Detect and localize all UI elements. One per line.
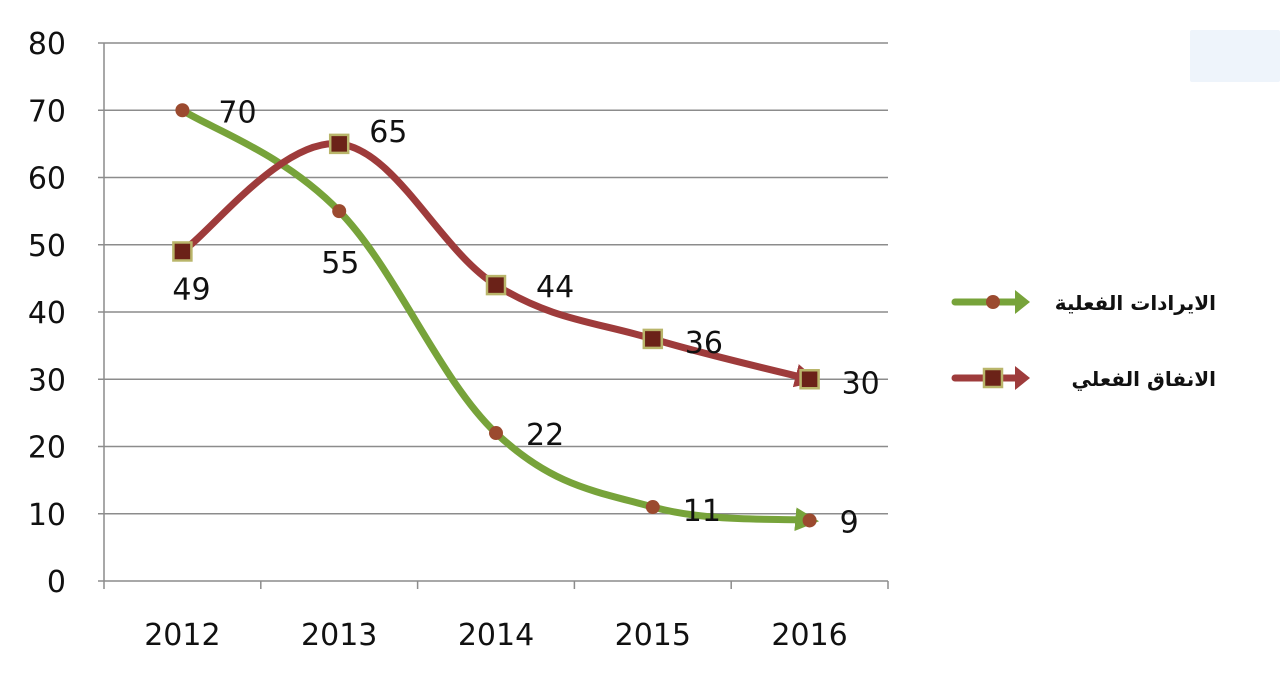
data-label: 65 [369,115,407,150]
data-point [489,426,503,441]
x-tick-label: 2012 [144,618,220,653]
data-label: 44 [536,270,574,305]
data-label: 11 [683,494,721,529]
x-tick-label: 2015 [615,618,691,653]
corner-decoration [1190,30,1280,82]
legend-label: الايرادات الفعلية [1055,291,1216,315]
series-line [178,106,820,532]
data-point [172,241,193,262]
y-tick-label: 40 [28,296,66,331]
data-point [485,274,507,296]
x-tick-label: 2014 [458,618,534,653]
y-tick-label: 10 [28,498,66,533]
data-label: 70 [218,95,256,130]
legend-label: الانفاق الفعلي [1072,367,1216,392]
data-label: 55 [321,246,359,281]
data-label: 22 [526,418,564,453]
data-label: 36 [685,326,723,361]
legend: الايرادات الفعلية الانفاق الفعلي [951,290,1216,392]
x-tick-labels: 2012 2013 2014 2015 2016 [144,618,848,653]
y-tick-label: 20 [28,431,66,466]
data-point [799,369,820,390]
legend-arrow [1015,366,1030,390]
axes [98,42,889,589]
y-tick-label: 30 [28,363,66,398]
legend-marker [982,367,1004,389]
data-label: 30 [842,366,880,401]
x-tick-label: 2016 [771,618,847,653]
grid-lines [104,42,888,515]
data-point [175,103,190,118]
y-tick-label: 70 [28,94,66,129]
data-point [645,500,660,515]
y-tick-label: 50 [28,229,66,264]
y-tick-label: 0 [47,565,66,600]
data-point [328,133,350,155]
y-tick-label: 60 [28,162,66,197]
y-tick-label: 80 [28,27,66,62]
data-point [802,513,817,528]
data-point [642,328,664,350]
y-tick-labels: 0 10 20 30 40 50 60 70 80 [28,27,66,600]
data-label: 9 [840,505,859,540]
data-labels: 70 55 22 11 9 49 65 44 36 30 [172,95,879,540]
data-point [332,204,347,219]
series-lines [172,103,820,532]
legend-arrow [1015,290,1030,314]
series-line [178,140,819,388]
x-tick-label: 2013 [301,618,377,653]
legend-marker [986,295,1000,309]
data-label: 49 [172,272,210,307]
